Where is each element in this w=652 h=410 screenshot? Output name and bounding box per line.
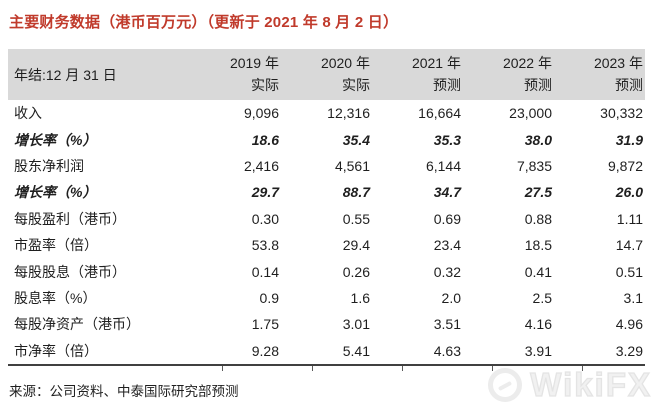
header-year: 2020 年 <box>320 55 370 71</box>
value-2020: 0.26 <box>342 263 370 280</box>
header-year-end-label: 年结:12 月 31 日 <box>14 66 117 83</box>
value-2021: 3.51 <box>433 316 461 333</box>
value-2023: 0.51 <box>615 263 643 280</box>
row-label: 每股盈利（港币） <box>14 210 126 227</box>
value-2022: 23,000 <box>509 105 552 122</box>
value-2021: 0.69 <box>433 210 461 227</box>
value-2023: 9,872 <box>607 157 643 174</box>
value-2020: 3.01 <box>342 316 370 333</box>
value-2020: 0.55 <box>342 210 370 227</box>
header-col-2022: 2022 年 预测 <box>463 49 554 100</box>
row-label: 股息率（%） <box>14 289 97 306</box>
column-tick <box>222 365 223 371</box>
column-tick <box>582 365 583 371</box>
header-basis: 实际 <box>342 77 370 93</box>
value-2022: 3.91 <box>524 342 552 359</box>
row-label: 每股净资产（港币） <box>14 316 140 333</box>
value-2022: 18.5 <box>524 237 552 254</box>
table-bottom-rule <box>8 363 645 372</box>
value-2019: 18.6 <box>251 131 279 148</box>
value-2021: 2.0 <box>441 289 461 306</box>
header-col-2020: 2020 年 实际 <box>281 49 372 100</box>
table-row-dps: 每股股息（港币） 0.14 0.26 0.32 0.41 0.51 <box>8 258 645 284</box>
column-tick <box>312 365 313 371</box>
value-2019: 29.7 <box>251 184 279 201</box>
value-2019: 53.8 <box>251 237 279 254</box>
column-tick <box>492 365 493 371</box>
value-2022: 27.5 <box>524 184 552 201</box>
table-row-revenue-growth: 增长率（%） 18.6 35.4 35.3 38.0 31.9 <box>8 126 645 152</box>
row-label: 收入 <box>14 105 42 122</box>
value-2021: 34.7 <box>433 184 461 201</box>
value-2022: 7,835 <box>516 157 552 174</box>
value-2020: 12,316 <box>327 105 370 122</box>
row-label: 市盈率（倍） <box>14 237 98 254</box>
header-col-2023: 2023 年 预测 <box>554 49 645 100</box>
header-basis: 预测 <box>433 77 461 93</box>
source-note: 来源：公司资料、中泰国际研究部预测 <box>9 383 239 399</box>
row-label: 每股股息（港币） <box>14 263 126 280</box>
row-label: 市净率（倍） <box>14 342 98 359</box>
value-2022: 0.41 <box>524 263 552 280</box>
table-row-pb-ratio: 市净率（倍） 9.28 5.41 4.63 3.91 3.29 <box>8 338 645 364</box>
value-2023: 1.11 <box>616 210 643 227</box>
header-basis: 实际 <box>251 77 279 93</box>
value-2019: 0.9 <box>259 289 279 306</box>
header-year: 2021 年 <box>411 55 461 71</box>
value-2021: 16,664 <box>418 105 461 122</box>
value-2021: 4.63 <box>433 342 461 359</box>
page-title: 主要财务数据（港币百万元）（更新于 2021 年 8 月 2 日） <box>9 14 399 31</box>
header-col-2019: 2019 年 实际 <box>190 49 281 100</box>
value-2021: 0.32 <box>433 263 461 280</box>
value-2019: 2,416 <box>243 157 279 174</box>
value-2021: 6,144 <box>425 157 461 174</box>
value-2023: 14.7 <box>615 237 643 254</box>
value-2020: 4,561 <box>334 157 370 174</box>
value-2023: 26.0 <box>615 184 643 201</box>
value-2019: 0.30 <box>251 210 279 227</box>
value-2019: 9.28 <box>251 342 279 359</box>
table-row-net-profit: 股东净利润 2,416 4,561 6,144 7,835 9,872 <box>8 153 645 179</box>
value-2023: 31.9 <box>615 131 643 148</box>
value-2020: 5.41 <box>342 342 370 359</box>
table-row-bvps: 每股净资产（港币） 1.75 3.01 3.51 4.16 4.96 <box>8 311 645 337</box>
row-label: 增长率（%） <box>14 184 97 201</box>
table-row-net-profit-growth: 增长率（%） 29.7 88.7 34.7 27.5 26.0 <box>8 179 645 205</box>
value-2023: 3.1 <box>623 289 643 306</box>
header-basis: 预测 <box>615 77 643 93</box>
value-2020: 1.6 <box>350 289 370 306</box>
table-header-row: 年结:12 月 31 日 2019 年 实际 2020 年 实际 2021 年 … <box>8 49 645 100</box>
value-2021: 35.3 <box>433 131 461 148</box>
value-2022: 38.0 <box>524 131 552 148</box>
report-page: 主要财务数据（港币百万元）（更新于 2021 年 8 月 2 日） 年结:12 … <box>8 14 645 399</box>
row-label: 增长率（%） <box>14 131 97 148</box>
value-2020: 88.7 <box>342 184 370 201</box>
column-tick <box>402 365 403 371</box>
header-col-2021: 2021 年 预测 <box>372 49 463 100</box>
row-label: 股东净利润 <box>14 157 84 174</box>
financial-table: 年结:12 月 31 日 2019 年 实际 2020 年 实际 2021 年 … <box>8 49 645 372</box>
header-year: 2023 年 <box>593 55 643 71</box>
header-basis: 预测 <box>524 77 552 93</box>
value-2022: 4.16 <box>524 316 552 333</box>
value-2023: 3.29 <box>615 342 643 359</box>
value-2021: 23.4 <box>433 237 461 254</box>
table-row-pe-ratio: 市盈率（倍） 53.8 29.4 23.4 18.5 14.7 <box>8 232 645 258</box>
value-2019: 0.14 <box>251 263 279 280</box>
header-year: 2022 年 <box>502 55 552 71</box>
value-2022: 2.5 <box>532 289 552 306</box>
header-year: 2019 年 <box>229 55 279 71</box>
table-row-revenue: 收入 9,096 12,316 16,664 23,000 30,332 <box>8 100 645 126</box>
value-2019: 9,096 <box>243 105 279 122</box>
table-row-dividend-yield: 股息率（%） 0.9 1.6 2.0 2.5 3.1 <box>8 285 645 311</box>
value-2023: 4.96 <box>615 316 643 333</box>
value-2023: 30,332 <box>600 105 643 122</box>
table-row-eps: 每股盈利（港币） 0.30 0.55 0.69 0.88 1.11 <box>8 206 645 232</box>
value-2019: 1.75 <box>251 316 279 333</box>
value-2020: 29.4 <box>342 237 370 254</box>
value-2022: 0.88 <box>524 210 552 227</box>
value-2020: 35.4 <box>342 131 370 148</box>
